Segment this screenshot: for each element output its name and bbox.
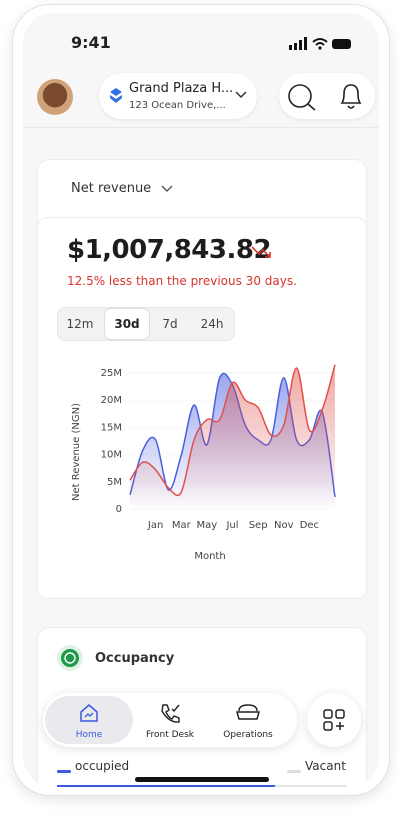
phone-frame: 9:41 Grand Plaza H... 123 Ocean Drive,..… [12, 4, 390, 796]
legend-swatch [287, 770, 301, 773]
screen: 9:41 Grand Plaza H... 123 Ocean Drive,..… [23, 13, 379, 787]
more-button[interactable] [307, 693, 361, 747]
y-tick-label: 25M [101, 368, 122, 379]
x-tick-label: Mar [172, 520, 192, 531]
y-tick-label: 0 [116, 504, 122, 515]
divider [23, 127, 379, 128]
occupancy-title: Occupancy [95, 651, 175, 666]
x-tick-label: Nov [274, 520, 294, 531]
legend-label: occupied [75, 759, 130, 773]
legend-swatch [57, 770, 71, 773]
front-desk-icon [161, 704, 180, 723]
x-tick-label: Jan [147, 520, 163, 531]
nav-active-pill [45, 696, 133, 744]
card-title[interactable]: Net revenue [71, 181, 152, 196]
y-tick-label: 20M [101, 395, 122, 406]
legend-label: Vacant [305, 759, 346, 773]
nav-label[interactable]: Home [75, 730, 103, 740]
hotel-selector[interactable]: Grand Plaza H... 123 Ocean Drive,... [99, 73, 257, 119]
y-tick-label: 5M [107, 477, 122, 488]
x-tick-label: Dec [300, 520, 319, 531]
hotel-name: Grand Plaza H... [129, 81, 234, 96]
trend-down-icon [251, 246, 271, 258]
revenue-comparison: 12.5% less than the previous 30 days. [67, 274, 297, 288]
period-tab[interactable]: 7d [162, 317, 178, 331]
avatar[interactable] [37, 79, 73, 115]
chevron [235, 91, 247, 99]
status-icons [289, 37, 351, 50]
x-axis-title: Month [194, 551, 225, 562]
occupancy-icon [57, 645, 83, 671]
period-tab[interactable]: 30d [104, 308, 150, 340]
header-actions [279, 73, 375, 119]
series-line [129, 364, 336, 497]
hotel-icon [110, 88, 122, 103]
revenue-amount: $1,007,843.82 [67, 235, 272, 265]
nav-label[interactable]: Front Desk [146, 730, 194, 740]
occupancy-bar-fill [57, 785, 275, 787]
y-tick-label: 15M [101, 422, 122, 433]
period-tab[interactable]: 12m [66, 317, 94, 331]
series-area [130, 364, 335, 509]
bottom-nav: Home Front Desk Operations [43, 693, 297, 747]
operations-icon [236, 704, 260, 720]
y-axis-title: Net Revenue (NGN) [71, 403, 82, 501]
period-tabs: 12m 30d 7d 24h [57, 307, 235, 341]
grid-icon [323, 709, 345, 731]
y-tick-label: 10M [101, 450, 122, 461]
notification-button[interactable] [337, 81, 365, 111]
chevron [161, 185, 173, 192]
period-tab[interactable]: 24h [200, 317, 224, 331]
search-button[interactable] [287, 83, 317, 111]
nav-label[interactable]: Operations [223, 730, 273, 740]
x-tick-label: Jul [225, 520, 238, 531]
home-icon [80, 704, 98, 722]
hotel-address: 123 Ocean Drive,... [129, 100, 226, 111]
status-time: 9:41 [71, 33, 111, 52]
x-tick-label: Sep [249, 520, 268, 531]
x-tick-label: May [197, 520, 218, 531]
revenue-body [37, 217, 367, 599]
home-indicator [135, 777, 269, 782]
